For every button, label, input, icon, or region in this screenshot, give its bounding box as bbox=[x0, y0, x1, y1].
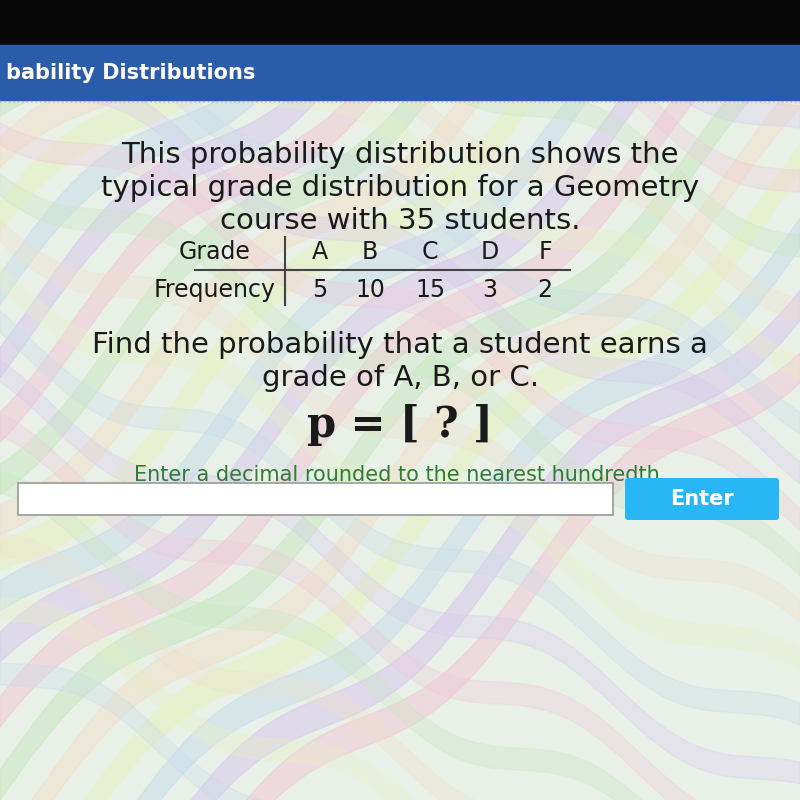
Text: F: F bbox=[538, 240, 552, 264]
Text: Frequency: Frequency bbox=[154, 278, 276, 302]
Text: Find the probability that a student earns a: Find the probability that a student earn… bbox=[92, 331, 708, 359]
Text: Enter: Enter bbox=[670, 489, 734, 509]
Text: p = [ ? ]: p = [ ? ] bbox=[307, 404, 493, 446]
Text: C: C bbox=[422, 240, 438, 264]
Bar bbox=[0, 45, 800, 100]
Text: Enter a decimal rounded to the nearest hundredth.: Enter a decimal rounded to the nearest h… bbox=[134, 465, 666, 485]
FancyBboxPatch shape bbox=[18, 483, 613, 515]
Text: grade of A, B, or C.: grade of A, B, or C. bbox=[262, 364, 538, 392]
Text: 3: 3 bbox=[482, 278, 498, 302]
Text: course with 35 students.: course with 35 students. bbox=[220, 207, 580, 235]
Text: 10: 10 bbox=[355, 278, 385, 302]
Text: Grade: Grade bbox=[179, 240, 251, 264]
Text: 15: 15 bbox=[415, 278, 445, 302]
Text: This probability distribution shows the: This probability distribution shows the bbox=[122, 141, 678, 169]
Text: 2: 2 bbox=[538, 278, 553, 302]
Text: A: A bbox=[312, 240, 328, 264]
Bar bbox=[0, 0, 800, 45]
FancyBboxPatch shape bbox=[625, 478, 779, 520]
Text: typical grade distribution for a Geometry: typical grade distribution for a Geometr… bbox=[101, 174, 699, 202]
Text: D: D bbox=[481, 240, 499, 264]
Text: B: B bbox=[362, 240, 378, 264]
Text: bability Distributions: bability Distributions bbox=[6, 63, 255, 83]
Text: 5: 5 bbox=[312, 278, 328, 302]
